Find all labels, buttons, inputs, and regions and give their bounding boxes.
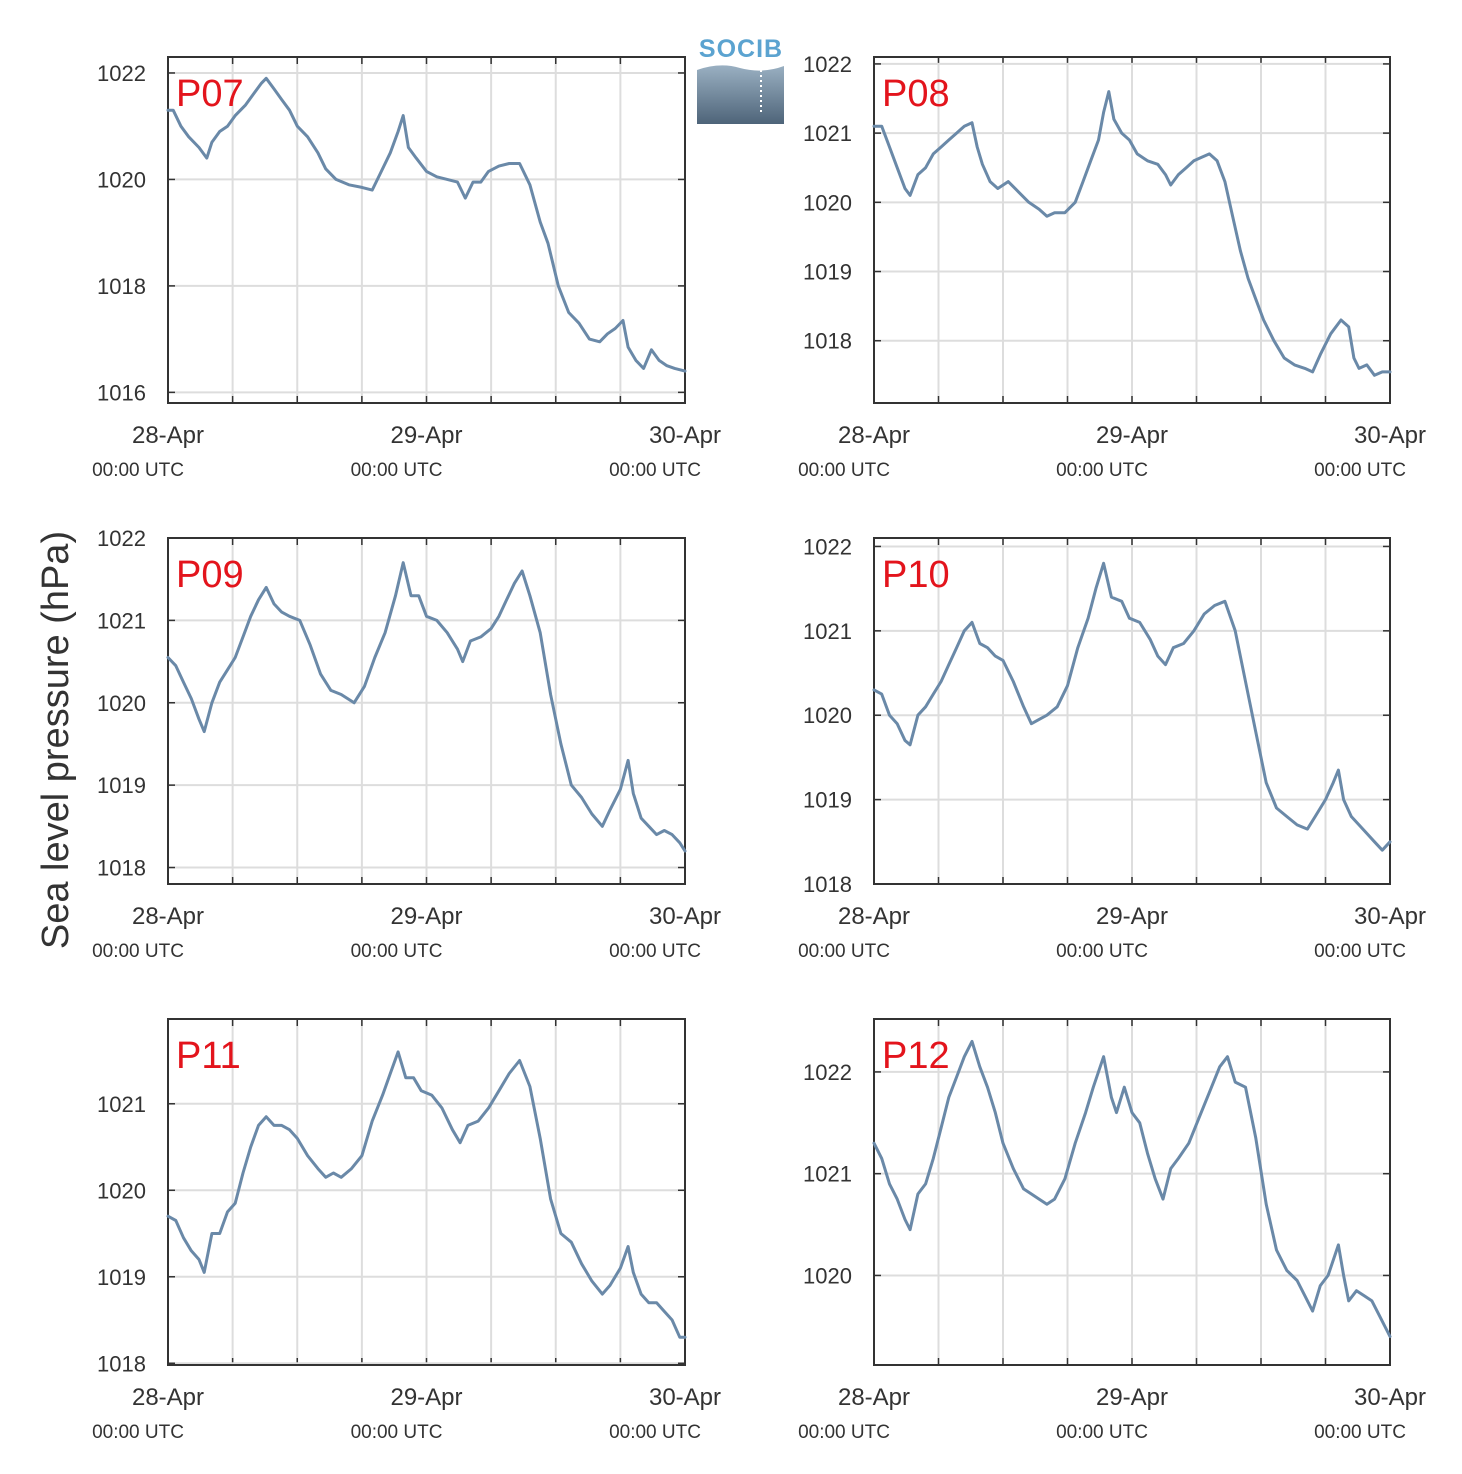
plot-frame [167, 537, 686, 885]
x-tick-time-label: 00:00 UTC [609, 1422, 701, 1443]
socib-logo: SOCIB [697, 35, 784, 124]
x-tick-time-label: 00:00 UTC [351, 460, 443, 481]
x-tick-time-label: 00:00 UTC [1056, 1422, 1148, 1443]
chart-panels: 1016 1018 1020 1022 P07 28-Apr 00:00 UTC 29-Apr… [92, 52, 1426, 1443]
x-tick-date-label: 29-Apr [390, 1384, 462, 1411]
y-tick-label: 1018 [803, 872, 852, 897]
y-tick-label: 1020 [97, 691, 146, 716]
x-tick-time-label: 00:00 UTC [609, 460, 701, 481]
plot-frame [873, 537, 1391, 885]
plot-frame [873, 1018, 1391, 1366]
y-tick-label: 1021 [97, 1092, 146, 1117]
y-tick-label: 1022 [803, 534, 852, 559]
x-tick-date-label: 28-Apr [132, 1384, 204, 1411]
x-tick-time-label: 00:00 UTC [798, 1422, 890, 1443]
x-tick-date-label: 30-Apr [1354, 903, 1426, 930]
panel-p08: 1018 1019 1020 1021 1022 P08 28-Apr 00:00 UTC 29… [798, 52, 1426, 481]
x-tick-time-label: 00:00 UTC [1056, 941, 1148, 962]
panel-p12: 1020 1021 1022 P12 28-Apr 00:00 UTC 29-Apr 00:0… [798, 1018, 1426, 1443]
panel-label: P12 [882, 1035, 950, 1077]
y-tick-label: 1021 [97, 608, 146, 633]
x-tick-date-label: 30-Apr [1354, 1384, 1426, 1411]
logo-wave-shape [697, 65, 784, 124]
plot-frame [167, 56, 686, 404]
x-tick-date-label: 29-Apr [1096, 422, 1168, 449]
x-tick-time-label: 00:00 UTC [92, 460, 184, 481]
y-tick-label: 1018 [97, 1351, 146, 1376]
plot-frame [873, 56, 1391, 404]
x-tick-date-label: 29-Apr [1096, 1384, 1168, 1411]
y-tick-label: 1021 [803, 1162, 852, 1187]
y-tick-label: 1022 [97, 61, 146, 86]
x-tick-time-label: 00:00 UTC [92, 941, 184, 962]
y-tick-label: 1021 [803, 619, 852, 644]
panel-label: P09 [176, 554, 244, 596]
x-tick-date-label: 28-Apr [838, 903, 910, 930]
panel-label: P08 [882, 73, 950, 115]
x-tick-time-label: 00:00 UTC [798, 941, 890, 962]
y-tick-label: 1020 [97, 167, 146, 192]
panel-p10: 1018 1019 1020 1021 1022 P10 28-Apr 00:00 UTC 29… [798, 534, 1426, 962]
x-tick-time-label: 00:00 UTC [92, 1422, 184, 1443]
series-line-p11 [166, 1050, 687, 1339]
series-line-p10 [872, 561, 1392, 852]
x-tick-date-label: 30-Apr [649, 1384, 721, 1411]
x-tick-time-label: 00:00 UTC [1056, 460, 1148, 481]
y-tick-label: 1019 [803, 260, 852, 285]
y-axis-label: Sea level pressure (hPa) [35, 531, 77, 949]
logo-text: SOCIB [699, 35, 783, 63]
x-tick-time-label: 00:00 UTC [351, 941, 443, 962]
y-tick-label: 1016 [97, 380, 146, 405]
y-tick-label: 1018 [97, 274, 146, 299]
series-line-p12 [872, 1039, 1392, 1338]
series-line-p08 [872, 90, 1392, 377]
y-tick-label: 1020 [803, 703, 852, 728]
y-tick-label: 1020 [803, 190, 852, 215]
panel-label: P11 [176, 1035, 241, 1077]
x-tick-date-label: 30-Apr [649, 422, 721, 449]
series-line-p09 [166, 561, 687, 853]
y-tick-label: 1021 [803, 121, 852, 146]
y-tick-label: 1019 [97, 1265, 146, 1290]
panel-label: P10 [882, 554, 950, 596]
x-tick-date-label: 30-Apr [1354, 422, 1426, 449]
x-tick-date-label: 29-Apr [390, 903, 462, 930]
y-tick-label: 1020 [97, 1178, 146, 1203]
x-tick-date-label: 30-Apr [649, 903, 721, 930]
x-tick-date-label: 29-Apr [1096, 903, 1168, 930]
panel-p11: 1018 1019 1020 1021 P11 28-Apr 00:00 UTC 29-Apr… [92, 1018, 721, 1443]
x-tick-date-label: 28-Apr [132, 903, 204, 930]
x-tick-date-label: 28-Apr [132, 422, 204, 449]
y-tick-label: 1018 [97, 856, 146, 881]
x-tick-time-label: 00:00 UTC [609, 941, 701, 962]
x-tick-time-label: 00:00 UTC [1314, 1422, 1406, 1443]
y-tick-label: 1018 [803, 329, 852, 354]
panel-p07: 1016 1018 1020 1022 P07 28-Apr 00:00 UTC 29-Apr… [92, 56, 721, 481]
x-tick-date-label: 29-Apr [390, 422, 462, 449]
y-tick-label: 1019 [97, 773, 146, 798]
panel-label: P07 [176, 73, 244, 115]
plot-frame [167, 1018, 686, 1366]
x-tick-time-label: 00:00 UTC [351, 1422, 443, 1443]
x-tick-time-label: 00:00 UTC [1314, 941, 1406, 962]
y-tick-label: 1019 [803, 788, 852, 813]
panel-p09: 1018 1019 1020 1021 1022 P09 28-Apr 00:00 UTC 29… [92, 526, 721, 962]
y-tick-label: 1022 [97, 526, 146, 551]
y-tick-label: 1022 [803, 52, 852, 77]
y-tick-label: 1022 [803, 1060, 852, 1085]
x-tick-date-label: 28-Apr [838, 1384, 910, 1411]
x-tick-time-label: 00:00 UTC [798, 460, 890, 481]
x-tick-time-label: 00:00 UTC [1314, 460, 1406, 481]
y-tick-label: 1020 [803, 1263, 852, 1288]
series-line-p07 [166, 76, 687, 373]
x-tick-date-label: 28-Apr [838, 422, 910, 449]
